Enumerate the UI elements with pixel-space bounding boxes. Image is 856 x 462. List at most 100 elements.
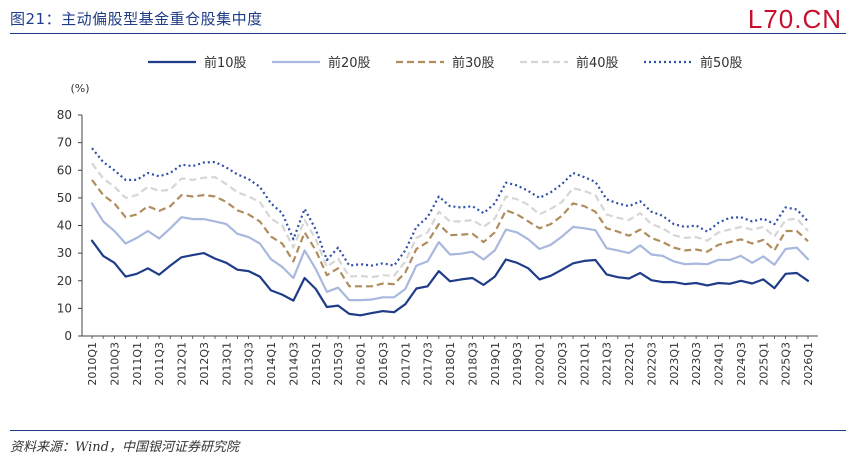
series-line (91, 179, 809, 288)
data-point (392, 264, 395, 267)
data-point (571, 187, 574, 190)
data-point (661, 254, 664, 257)
data-point (303, 207, 306, 210)
data-point (594, 258, 597, 261)
data-point (784, 229, 787, 232)
x-tick-label: 2011Q3 (153, 342, 166, 386)
data-point (695, 281, 698, 284)
data-point (750, 261, 753, 264)
x-tick-label: 2022Q3 (645, 342, 658, 386)
data-point (627, 277, 630, 280)
data-point (762, 217, 765, 220)
data-point (292, 260, 295, 263)
data-point (158, 209, 161, 212)
data-point (493, 202, 496, 205)
data-point (560, 268, 563, 271)
data-point (717, 258, 720, 261)
data-point (448, 220, 451, 223)
data-point (516, 184, 519, 187)
series-line (90, 239, 810, 317)
data-point (728, 240, 731, 243)
data-point (750, 228, 753, 231)
data-point (661, 240, 664, 243)
data-point (560, 214, 563, 217)
data-point (661, 281, 664, 284)
data-point (225, 223, 228, 226)
line-chart: 前10股 前20股 前30股 前40股 前50股 0 10 20 30 40 50 60 70 80 (%… (57, 55, 818, 386)
data-point (381, 282, 384, 285)
data-point (225, 182, 228, 185)
x-tick-label: 2020Q3 (556, 342, 569, 386)
data-point (337, 246, 340, 249)
y-tick-label: 30 (57, 246, 72, 260)
data-point (169, 227, 172, 230)
y-tick-label: 60 (57, 163, 72, 177)
data-point (225, 200, 228, 203)
data-point (225, 166, 228, 169)
data-point (269, 217, 272, 220)
y-tick-label: 0 (64, 329, 72, 343)
data-point (639, 211, 642, 214)
data-point (135, 236, 138, 239)
data-point (404, 303, 407, 306)
data-point (717, 243, 720, 246)
data-point (213, 195, 216, 198)
data-point (191, 218, 194, 221)
data-point (583, 259, 586, 262)
data-point (146, 171, 149, 174)
data-point (639, 271, 642, 274)
x-tick-label: 2010Q1 (86, 342, 99, 386)
data-point (493, 249, 496, 252)
data-point (370, 298, 373, 301)
data-point (627, 252, 630, 255)
data-point (359, 314, 362, 317)
data-point (683, 236, 686, 239)
data-point (683, 249, 686, 252)
data-point (784, 272, 787, 275)
data-point (739, 279, 742, 282)
data-point (102, 220, 105, 223)
legend-label: 前20股 (328, 55, 371, 71)
data-point (325, 265, 328, 268)
data-point (773, 249, 776, 252)
data-point (202, 194, 205, 197)
x-tick-label: 2023Q3 (690, 342, 703, 386)
data-point (549, 223, 552, 226)
data-point (359, 263, 362, 266)
data-point (180, 216, 183, 219)
data-point (717, 281, 720, 284)
data-point (571, 262, 574, 265)
data-point (560, 200, 563, 203)
x-tick-label: 2020Q1 (534, 342, 547, 386)
data-point (784, 247, 787, 250)
x-tick-label: 2019Q1 (489, 342, 502, 386)
data-point (303, 276, 306, 279)
data-point (415, 287, 418, 290)
data-point (583, 227, 586, 230)
data-point (762, 225, 765, 228)
data-point (359, 285, 362, 288)
data-point (627, 234, 630, 237)
data-point (314, 238, 317, 241)
data-point (672, 246, 675, 249)
data-point (639, 200, 642, 203)
data-point (762, 255, 765, 258)
data-point (337, 267, 340, 270)
data-point (370, 264, 373, 267)
x-tick-label: 2013Q3 (243, 342, 256, 386)
data-point (728, 258, 731, 261)
data-point (482, 258, 485, 261)
data-point (191, 165, 194, 168)
y-tick-label: 10 (57, 301, 72, 315)
data-point (448, 234, 451, 237)
data-point (202, 161, 205, 164)
footer-divider (10, 430, 846, 431)
data-point (739, 216, 742, 219)
data-point (337, 257, 340, 260)
data-point (381, 274, 384, 277)
data-point (314, 228, 317, 231)
data-point (202, 218, 205, 221)
data-point (169, 205, 172, 208)
data-point (504, 258, 507, 261)
data-point (516, 231, 519, 234)
